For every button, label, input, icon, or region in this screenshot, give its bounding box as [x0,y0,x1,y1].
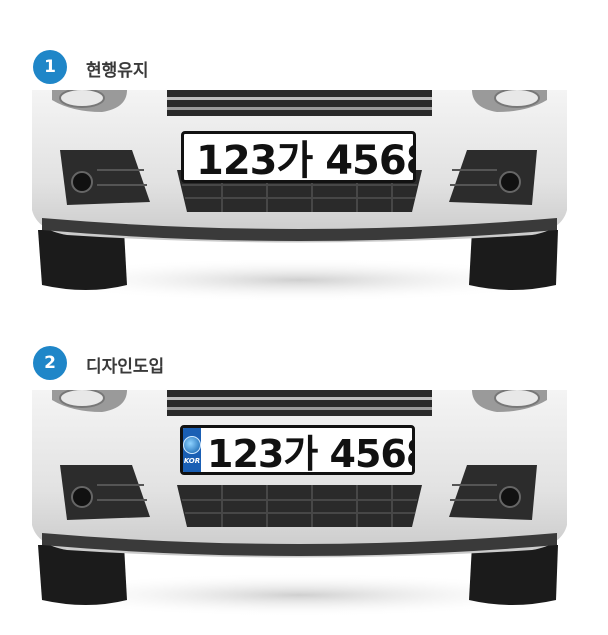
step-number: 2 [44,353,56,373]
kor-badge-text: KOR [183,456,201,465]
license-plate: KOR 123가 4568 [180,425,415,475]
car-front-image [32,390,567,615]
option-title: 디자인도입 [86,357,165,377]
option-title: 현행유지 [86,61,149,81]
taegeuk-emblem-icon [183,435,201,454]
step-number: 1 [44,57,56,77]
plate-number: 123가 4568 [207,431,415,475]
option-current: 1 현행유지 [0,0,608,300]
step-number-badge: 1 [33,50,67,84]
plate-number: 123가 4568 [196,138,416,183]
license-plate: 123가 4568 [181,131,416,183]
option-design: 2 디자인도입 [0,318,608,618]
car-front-image [32,90,567,300]
kor-badge: KOR [183,428,201,472]
step-number-badge: 2 [33,346,67,380]
